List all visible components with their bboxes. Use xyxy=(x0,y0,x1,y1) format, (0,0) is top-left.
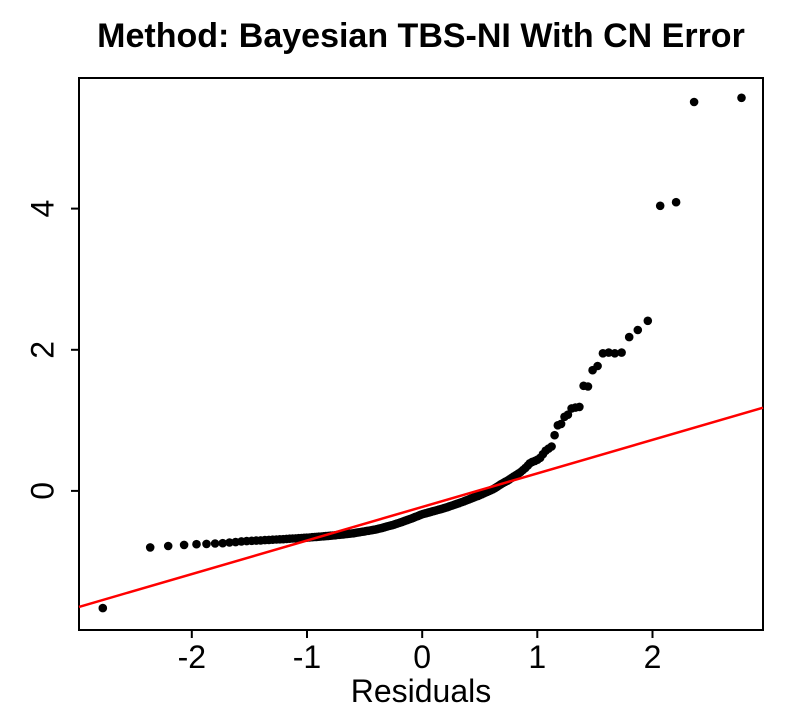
data-point xyxy=(655,201,665,211)
data-point xyxy=(218,538,227,548)
y-axis-ticks: 0 2 4 xyxy=(24,200,79,500)
data-point xyxy=(563,410,573,420)
data-point xyxy=(202,539,211,549)
y-tick-label: 4 xyxy=(24,200,60,218)
x-tick-label: 1 xyxy=(528,639,546,675)
y-tick-label: 2 xyxy=(24,341,60,359)
x-axis-ticks: -2 -1 0 1 2 xyxy=(178,630,662,675)
data-point xyxy=(550,430,559,440)
data-point xyxy=(689,97,699,107)
plot-title: Method: Bayesian TBS-NI With CN Error xyxy=(97,17,745,55)
data-point xyxy=(643,316,653,326)
x-tick-label: -2 xyxy=(178,639,206,675)
y-tick-label: 0 xyxy=(24,482,60,500)
data-point xyxy=(633,325,643,335)
x-axis-label: Residuals xyxy=(351,673,492,709)
data-point xyxy=(583,382,593,391)
data-point xyxy=(225,538,234,547)
data-point xyxy=(624,332,634,342)
data-point xyxy=(179,540,189,550)
data-point xyxy=(575,402,584,412)
data-point xyxy=(593,361,602,371)
data-point xyxy=(671,197,681,207)
x-tick-label: -1 xyxy=(293,639,321,675)
scatter-points-layer xyxy=(98,93,746,613)
data-point xyxy=(210,539,220,548)
data-point xyxy=(192,539,201,549)
reference-line-layer xyxy=(78,406,764,609)
data-point xyxy=(617,348,626,357)
x-tick-label: 2 xyxy=(644,639,662,675)
data-point xyxy=(556,419,566,429)
data-point xyxy=(145,543,155,552)
reference-line xyxy=(78,406,764,609)
data-point xyxy=(98,603,108,613)
data-point xyxy=(163,541,173,551)
x-tick-label: 0 xyxy=(413,639,431,675)
plot-box xyxy=(78,77,764,631)
data-point xyxy=(610,349,620,358)
data-point xyxy=(547,442,556,451)
data-point xyxy=(737,93,746,103)
